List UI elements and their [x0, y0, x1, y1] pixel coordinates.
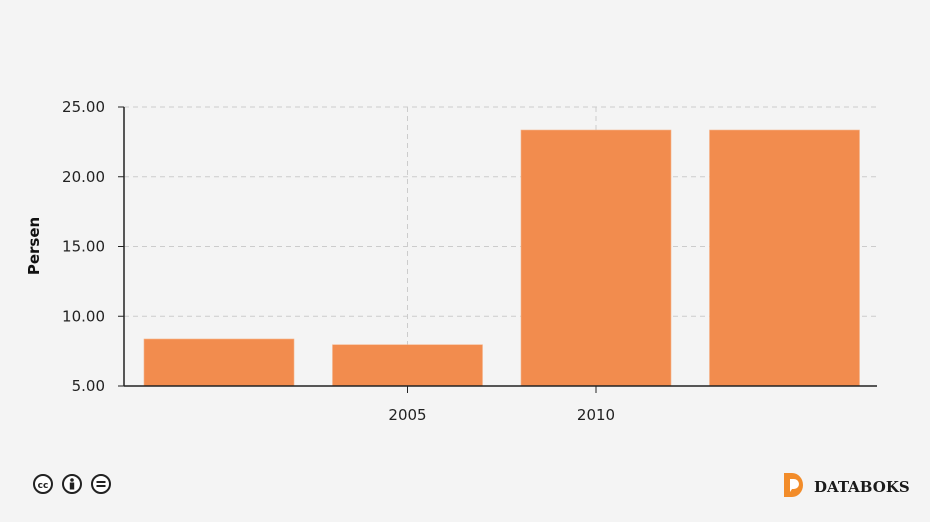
- y-ticks: 5.00 10.00 15.00 20.00 25.00: [62, 98, 105, 395]
- y-tick-label: 25.00: [62, 98, 105, 116]
- nd-icon: [91, 474, 111, 494]
- svg-text:cc: cc: [38, 481, 49, 491]
- bar: [143, 338, 295, 387]
- y-tick-label: 10.00: [62, 307, 105, 325]
- databoks-logo[interactable]: DATABOKS: [784, 473, 910, 497]
- x-tick-label: 2010: [577, 406, 615, 424]
- bar: [709, 129, 860, 387]
- y-tick-label: 15.00: [62, 238, 105, 256]
- bar: [332, 344, 483, 387]
- cc-icon: cc: [33, 474, 53, 494]
- axes: [118, 106, 877, 393]
- x-ticks: 2005 2010: [388, 406, 615, 424]
- y-tick-label: 5.00: [72, 377, 105, 395]
- bar: [520, 129, 672, 387]
- brand-name: DATABOKS: [814, 478, 910, 496]
- by-icon: [62, 474, 82, 494]
- x-tick-label: 2005: [388, 406, 426, 424]
- bars: [143, 129, 860, 387]
- license-icons[interactable]: cc: [33, 474, 111, 494]
- y-tick-label: 20.00: [62, 168, 105, 186]
- y-axis-label: Persen: [25, 217, 43, 275]
